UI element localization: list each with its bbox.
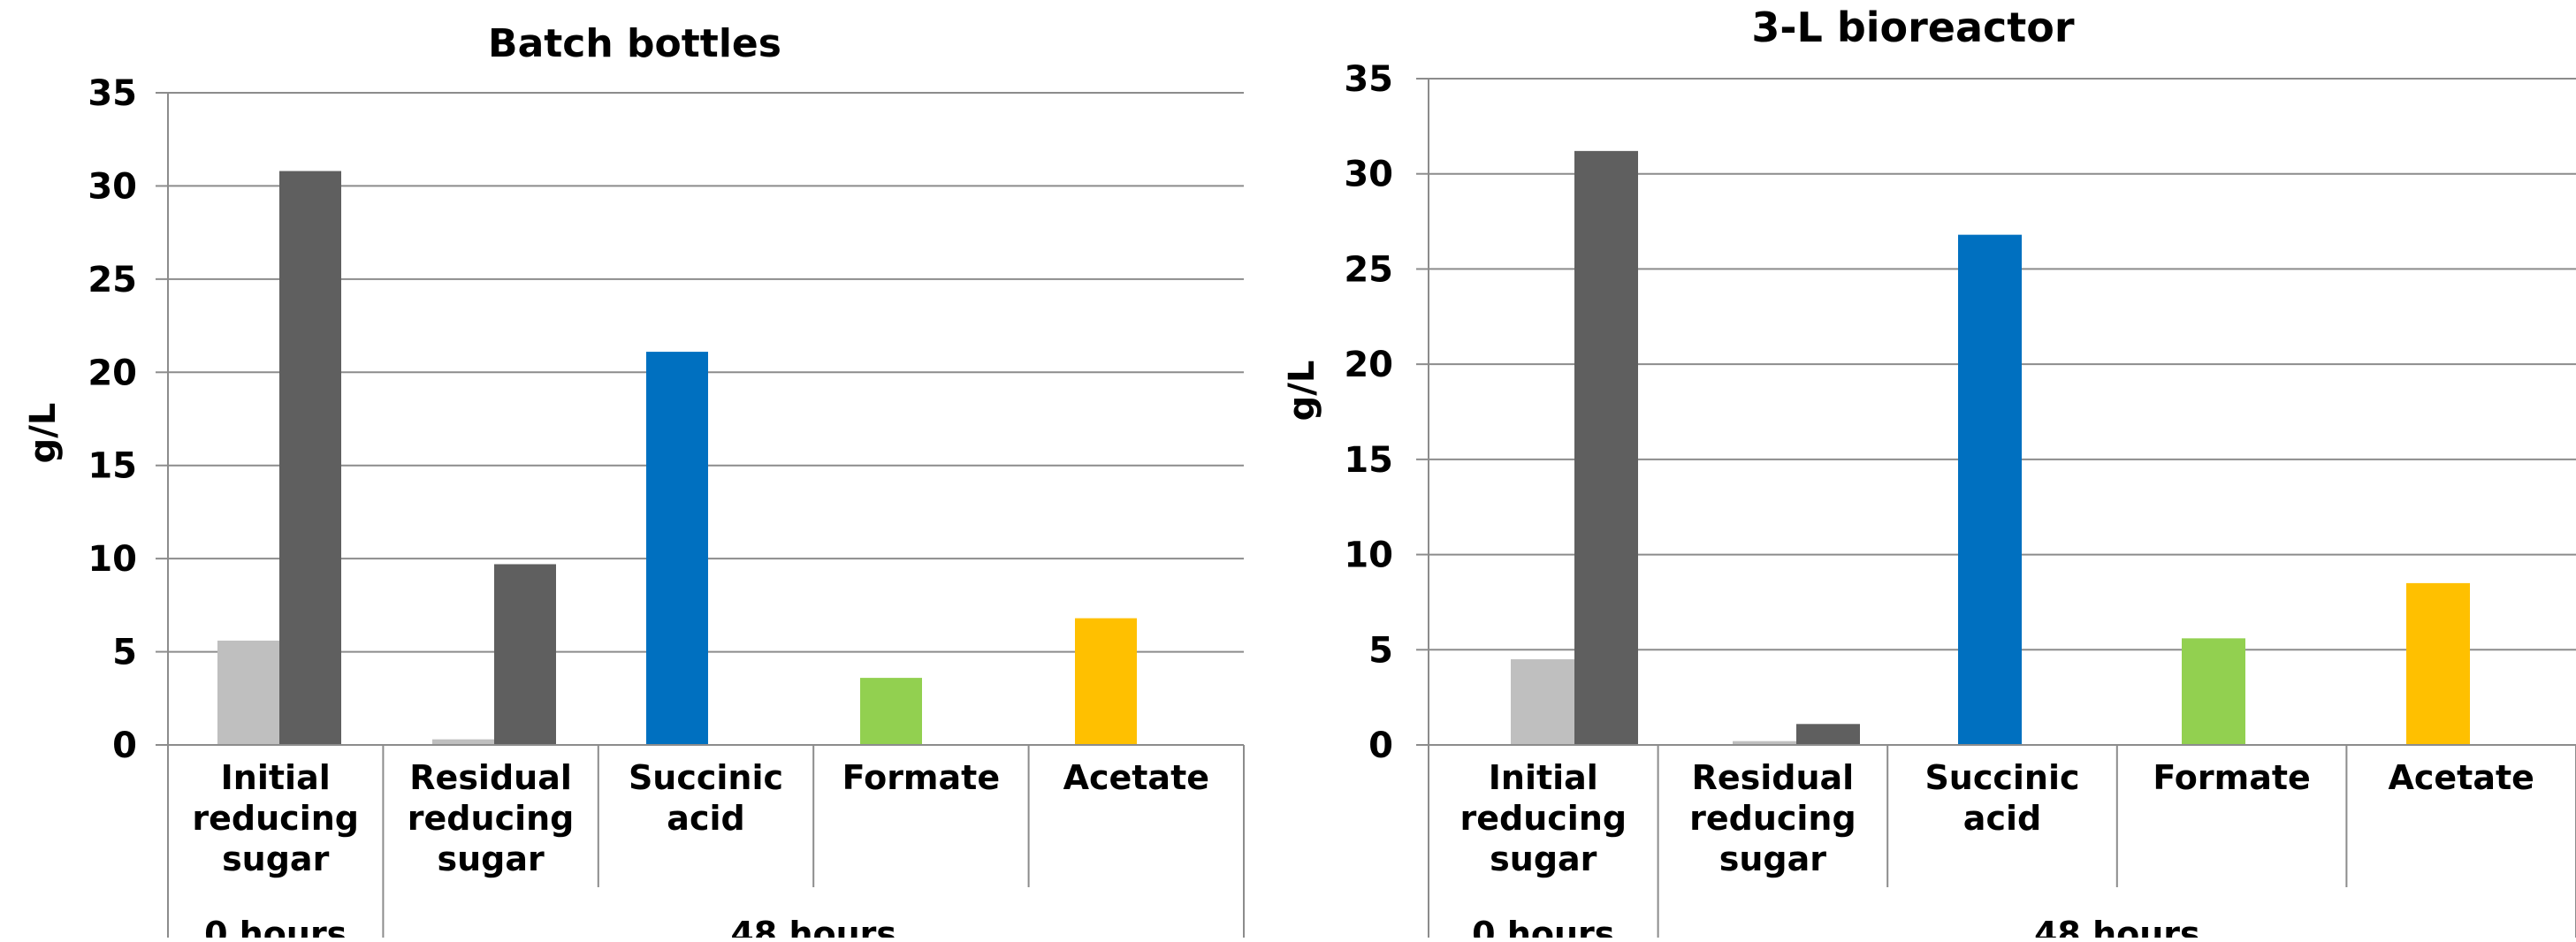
x-group-label: 48 hours	[730, 915, 896, 938]
y-tick-label: 5	[1368, 630, 1393, 671]
x-tick-label: reducing	[1689, 799, 1856, 838]
x-tick-label: acid	[1963, 799, 2041, 838]
x-group-label: 0 hours	[1472, 915, 1614, 938]
y-tick-label: 5	[112, 633, 137, 673]
bar	[1075, 618, 1137, 745]
y-tick-label: 35	[1344, 59, 1393, 100]
y-tick-label: 35	[88, 73, 137, 114]
bar	[2406, 582, 2470, 745]
x-tick-label: Acetate	[1063, 758, 1209, 797]
y-tick-label: 0	[1368, 725, 1393, 766]
bar	[217, 640, 279, 745]
bar	[646, 352, 708, 745]
x-tick-label: acid	[667, 799, 744, 838]
x-tick-label: Residual	[409, 758, 572, 797]
y-tick-label: 25	[1344, 249, 1393, 290]
x-tick-label: Formate	[2153, 758, 2310, 797]
x-tick-label: Acetate	[2388, 758, 2534, 797]
y-tick-label: 0	[112, 725, 137, 766]
y-axis-label: g/L	[23, 403, 64, 464]
chart-title: Batch bottles	[488, 21, 781, 66]
x-tick-label: Residual	[1692, 758, 1855, 797]
x-tick-label: Succinic	[629, 758, 783, 797]
x-group-label: 48 hours	[2034, 915, 2200, 938]
bar	[1511, 659, 1574, 745]
bar	[494, 564, 556, 745]
y-tick-label: 10	[1344, 536, 1393, 576]
bar	[1796, 724, 1860, 745]
x-tick-label: sugar	[1490, 839, 1597, 878]
bar	[1574, 150, 1638, 745]
y-tick-label: 20	[1344, 345, 1393, 385]
y-tick-label: 30	[1344, 155, 1393, 195]
bar	[860, 678, 922, 745]
x-tick-label: Succinic	[1924, 758, 2079, 797]
y-tick-label: 10	[88, 539, 137, 580]
bar	[279, 171, 341, 745]
y-tick-label: 30	[88, 166, 137, 207]
y-tick-label: 25	[88, 260, 137, 300]
y-tick-label: 20	[88, 353, 137, 393]
bar	[1733, 741, 1796, 745]
bar	[2182, 638, 2245, 745]
y-tick-label: 15	[1344, 440, 1393, 481]
y-axis-label: g/L	[1282, 361, 1322, 422]
x-tick-label: reducing	[1460, 799, 1627, 838]
chart-title: 3-L bioreactor	[1751, 4, 2075, 51]
bioreactor-chart: 0 5 10 15 20 25 30 35 g/L 3-L bioreactor Initial re…	[1273, 0, 2576, 942]
x-group-label: 0 hours	[204, 915, 347, 938]
batch-bottles-chart: 0 5 10 15 20 25 30 35 g/L Batch bottles Initial red…	[0, 0, 1273, 942]
x-tick-label: sugar	[437, 839, 545, 878]
y-tick-label: 15	[88, 446, 137, 487]
x-tick-label: sugar	[222, 839, 330, 878]
bar	[432, 739, 494, 745]
x-tick-label: Formate	[842, 758, 1000, 797]
bar	[1958, 234, 2022, 745]
x-tick-label: sugar	[1719, 839, 1827, 878]
x-tick-label: reducing	[192, 799, 359, 838]
x-tick-label: Initial	[1489, 758, 1598, 797]
x-tick-label: Initial	[221, 758, 331, 797]
x-tick-label: reducing	[408, 799, 575, 838]
